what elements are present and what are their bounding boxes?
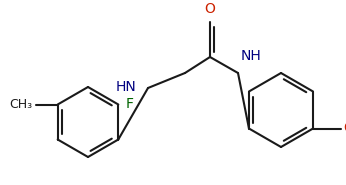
Text: F: F <box>125 97 133 112</box>
Text: HN: HN <box>115 80 136 94</box>
Text: O: O <box>343 122 346 135</box>
Text: CH₃: CH₃ <box>10 98 33 111</box>
Text: NH: NH <box>241 49 262 63</box>
Text: O: O <box>204 2 216 16</box>
